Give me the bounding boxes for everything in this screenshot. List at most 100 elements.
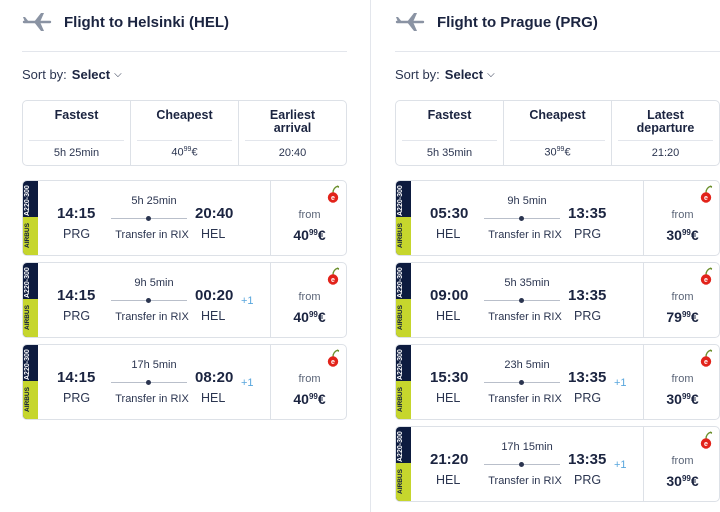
- aircraft-model: A220-300: [397, 185, 404, 217]
- flight-card[interactable]: A220-300 AIRBUS 21:20 HEL 17h 15min Tran…: [395, 426, 720, 502]
- price-box[interactable]: e from 3099€: [643, 427, 719, 501]
- aircraft-model: A220-300: [24, 267, 31, 299]
- flight-duration: 9h 5min: [507, 195, 547, 207]
- sort-value[interactable]: Select: [71, 67, 111, 82]
- arrival-airport: PRG: [574, 391, 602, 405]
- sort-option-fastest[interactable]: Fastest 5h 25min: [23, 101, 131, 165]
- sort-option-fastest[interactable]: Fastest 5h 35min: [396, 101, 504, 165]
- flight-card[interactable]: A220-300 AIRBUS 14:15 PRG 5h 25min Trans…: [22, 180, 347, 256]
- transfer-info: Transfer in RIX: [115, 229, 189, 241]
- price-box[interactable]: e from 4099€: [270, 263, 346, 337]
- aircraft-brand: AIRBUS: [24, 387, 31, 413]
- sort-options: Fastest 5h 25min Cheapest 4099€ Earliest…: [22, 100, 347, 166]
- departure-airport: HEL: [436, 473, 461, 487]
- sort-option-earliest-arrival[interactable]: Earliest arrival 20:40: [239, 101, 346, 165]
- departure-airport: HEL: [436, 227, 461, 241]
- transfer-info: Transfer in RIX: [115, 393, 189, 405]
- outbound-column: Flight to Helsinki (HEL) Sort by: Select…: [22, 13, 347, 420]
- price-currency: €: [690, 473, 699, 489]
- price-main: 40: [293, 391, 309, 407]
- sort-option-rule: [618, 140, 713, 141]
- sort-dropdown[interactable]: Sort by: Select ⌵: [22, 67, 122, 82]
- arrival-time: 13:35: [568, 287, 607, 304]
- chevron-down-icon[interactable]: ⌵: [487, 69, 495, 80]
- airbus-stripe: [23, 217, 38, 255]
- sort-option-rule: [402, 140, 497, 141]
- sort-option-label: Cheapest: [156, 108, 213, 122]
- price-cents: 99: [681, 392, 691, 401]
- outbound-title: Flight to Helsinki (HEL): [64, 13, 229, 31]
- sort-option-latest-departure[interactable]: Latest departure 21:20: [612, 101, 719, 165]
- cherry-logo-icon: e: [700, 349, 713, 367]
- cherry-logo-icon: e: [700, 431, 713, 449]
- flight-card[interactable]: A220-300 AIRBUS 05:30 HEL 9h 5min Transf…: [395, 180, 720, 256]
- sort-option-value: 5h 35min: [426, 147, 473, 159]
- arrival-airport: HEL: [201, 309, 226, 323]
- price-box[interactable]: e from 4099€: [270, 181, 346, 255]
- sort-option-label: Earliest arrival: [269, 108, 316, 135]
- price-box[interactable]: e from 4099€: [270, 345, 346, 419]
- cherry-logo-icon: e: [700, 267, 713, 285]
- transfer-dot: [519, 462, 524, 467]
- sort-option-value: 20:40: [278, 147, 307, 159]
- price-currency: €: [690, 391, 699, 407]
- sort-option-label: Cheapest: [529, 108, 586, 122]
- price-main: 30: [544, 147, 557, 159]
- price-currency: €: [317, 309, 326, 325]
- price-currency: €: [317, 391, 326, 407]
- price: 4099€: [271, 227, 346, 243]
- departure-time: 21:20: [430, 451, 469, 468]
- price-box[interactable]: e from 3099€: [643, 181, 719, 255]
- price: 3099€: [644, 227, 719, 243]
- flight-card[interactable]: A220-300 AIRBUS 14:15 PRG 17h 5min Trans…: [22, 344, 347, 420]
- transfer-dot: [519, 216, 524, 221]
- divider-line: [22, 51, 347, 52]
- arrival-time: 13:35: [568, 369, 607, 386]
- flight-card[interactable]: A220-300 AIRBUS 15:30 HEL 23h 5min Trans…: [395, 344, 720, 420]
- aircraft-brand: AIRBUS: [397, 469, 404, 495]
- sort-dropdown[interactable]: Sort by: Select ⌵: [395, 67, 495, 82]
- flight-duration: 5h 25min: [131, 195, 177, 207]
- airbus-stripe: [396, 381, 411, 419]
- price-cents: 99: [556, 146, 565, 154]
- return-column: Flight to Prague (PRG) Sort by: Select ⌵…: [373, 0, 720, 512]
- sort-label: Sort by:: [395, 67, 440, 82]
- flight-duration: 5h 35min: [504, 277, 550, 289]
- chevron-down-icon[interactable]: ⌵: [114, 69, 122, 80]
- price-currency: €: [191, 147, 198, 159]
- airplane-icon: [22, 13, 52, 31]
- column-divider: [370, 0, 371, 512]
- sort-option-cheapest[interactable]: Cheapest 4099€: [131, 101, 239, 165]
- svg-text:e: e: [704, 359, 708, 366]
- sort-option-cheapest[interactable]: Cheapest 3099€: [504, 101, 612, 165]
- arrival-airport: HEL: [201, 227, 226, 241]
- departure-airport: HEL: [436, 391, 461, 405]
- transfer-dot: [519, 298, 524, 303]
- sort-option-value: 5h 25min: [53, 147, 100, 159]
- transfer-info: Transfer in RIX: [488, 393, 562, 405]
- flight-card[interactable]: A220-300 AIRBUS 14:15 PRG 9h 5min Transf…: [22, 262, 347, 338]
- flight-card[interactable]: A220-300 AIRBUS 09:00 HEL 5h 35min Trans…: [395, 262, 720, 338]
- sort-value[interactable]: Select: [444, 67, 484, 82]
- svg-text:e: e: [704, 195, 708, 202]
- aircraft-brand: AIRBUS: [24, 305, 31, 331]
- divider-line: [395, 51, 720, 52]
- price-from-label: from: [298, 373, 321, 385]
- aircraft-badge: A220-300 AIRBUS: [23, 181, 38, 255]
- aircraft-badge: A220-300 AIRBUS: [23, 263, 38, 337]
- arrival-airport: PRG: [574, 309, 602, 323]
- price-box[interactable]: e from 7999€: [643, 263, 719, 337]
- aircraft-badge: A220-300 AIRBUS: [396, 263, 411, 337]
- price: 3099€: [644, 473, 719, 489]
- departure-airport: PRG: [63, 227, 91, 241]
- transfer-dot: [146, 380, 151, 385]
- price: 3099€: [644, 391, 719, 407]
- svg-text:e: e: [331, 277, 335, 284]
- price-box[interactable]: e from 3099€: [643, 345, 719, 419]
- departure-time: 15:30: [430, 369, 469, 386]
- sort-option-value: 21:20: [651, 147, 680, 159]
- flight-duration: 17h 5min: [131, 359, 177, 371]
- price-from-label: from: [671, 373, 694, 385]
- sort-option-value: 3099€: [504, 146, 611, 159]
- price-currency: €: [564, 147, 571, 159]
